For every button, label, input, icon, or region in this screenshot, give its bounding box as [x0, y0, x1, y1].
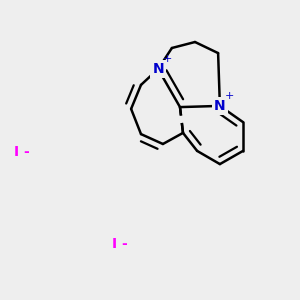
- Text: +: +: [225, 91, 234, 101]
- Text: N: N: [152, 62, 164, 76]
- Text: N: N: [214, 99, 226, 113]
- Text: +: +: [163, 54, 172, 64]
- Text: I -: I -: [112, 238, 128, 251]
- Text: I -: I -: [14, 145, 29, 158]
